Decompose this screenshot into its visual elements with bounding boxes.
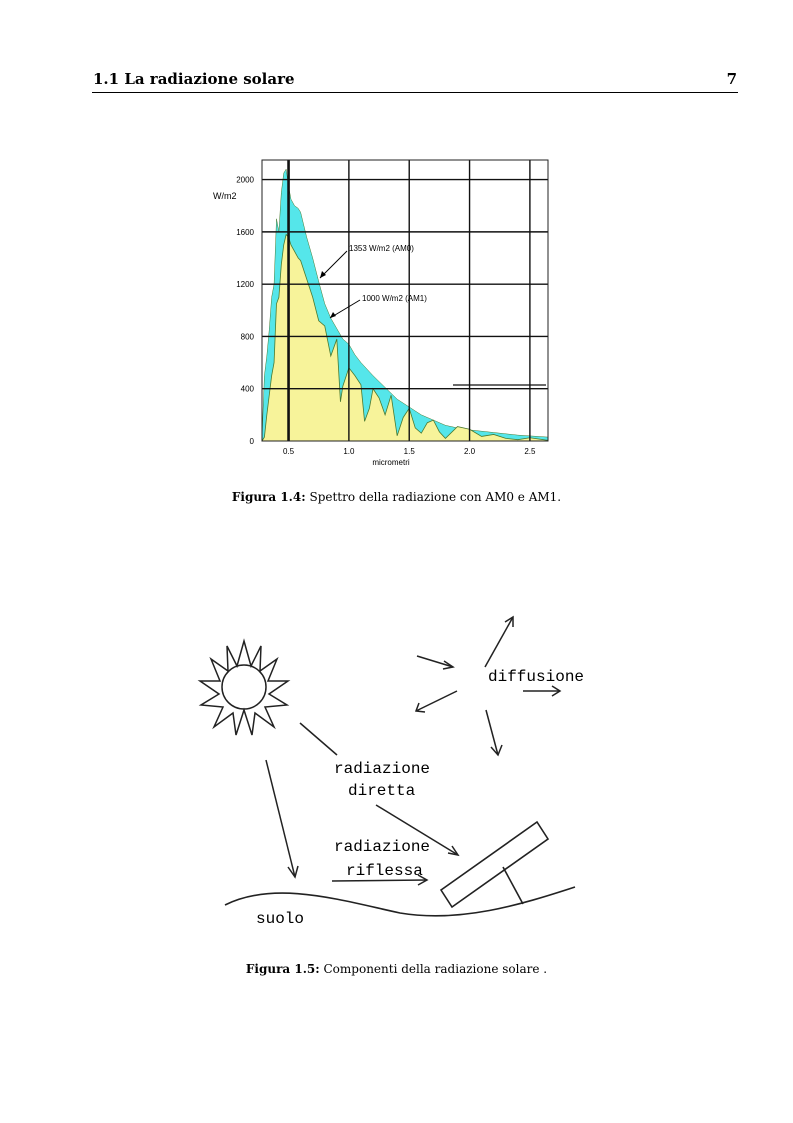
figure-1-5-caption-text: Componenti della radiazione solare . xyxy=(323,962,548,976)
radiation-sketch: diffusione radiazione diretta radiazione… xyxy=(197,615,584,928)
x-tick-label: 2.5 xyxy=(524,447,536,456)
figure-1-5-caption: Figura 1.5: Componenti della radiazione … xyxy=(0,962,793,976)
figure-1-4-caption: Figura 1.4: Spettro della radiazione con… xyxy=(0,490,793,504)
figure-1-5-label: Figura 1.5: xyxy=(245,962,320,976)
label-radiazione-diretta-2: diretta xyxy=(348,782,416,800)
y-tick-label: 400 xyxy=(241,385,255,394)
solar-panel-icon xyxy=(439,820,550,909)
ground-line xyxy=(224,886,576,917)
x-tick-label: 1.0 xyxy=(343,447,355,456)
reflected-radiation-arrow xyxy=(331,874,429,886)
diffusion-arrows xyxy=(414,615,562,757)
grid-layer xyxy=(262,160,548,442)
figure-1-4-caption-text: Spettro della radiazione con AM0 e AM1. xyxy=(309,490,562,504)
label-radiazione-riflessa-2: riflessa xyxy=(346,862,423,880)
x-tick-label: 1.5 xyxy=(404,447,416,456)
figure-1-4-label: Figura 1.4: xyxy=(231,490,306,504)
y-axis-label: W/m2 xyxy=(213,191,237,201)
x-tick-label: 2.0 xyxy=(464,447,476,456)
y-tick-label: 1600 xyxy=(236,228,254,237)
annotation-arrowhead-am0 xyxy=(320,271,326,278)
x-axis-label: micrometri xyxy=(372,458,410,467)
y-tick-label: 2000 xyxy=(236,176,254,185)
label-radiazione-riflessa-1: radiazione xyxy=(334,838,430,856)
label-suolo: suolo xyxy=(256,910,304,928)
figure-spectrum: 0 400 800 1200 1600 2000 0.5 1.0 1.5 2.0 2.5 W/m2 … xyxy=(205,155,555,470)
sun-icon xyxy=(197,638,291,736)
label-diffusione: diffusione xyxy=(488,668,584,686)
figure-radiation-components: diffusione radiazione diretta radiazione… xyxy=(180,605,600,945)
page-number: 7 xyxy=(726,70,737,88)
annotation-arrowhead-am1 xyxy=(330,312,336,318)
tick-layer: 0 400 800 1200 1600 2000 0.5 1.0 1.5 2.0 2.5 xyxy=(236,176,536,456)
x-tick-label: 0.5 xyxy=(283,447,295,456)
annotation-am1: 1000 W/m2 (AM1) xyxy=(362,294,427,303)
annotation-am0: 1353 W/m2 (AM0) xyxy=(349,244,414,253)
y-tick-label: 800 xyxy=(241,332,255,341)
plot-frame xyxy=(261,159,549,442)
direct-radiation-arrows xyxy=(265,722,460,879)
area-layer xyxy=(261,168,549,442)
running-head: 1.1 La radiazione solare 7 xyxy=(92,70,738,93)
y-tick-label: 0 xyxy=(250,437,255,446)
label-radiazione-diretta-1: radiazione xyxy=(334,760,430,778)
y-tick-label: 1200 xyxy=(236,280,254,289)
section-title: 1.1 La radiazione solare xyxy=(93,70,295,88)
